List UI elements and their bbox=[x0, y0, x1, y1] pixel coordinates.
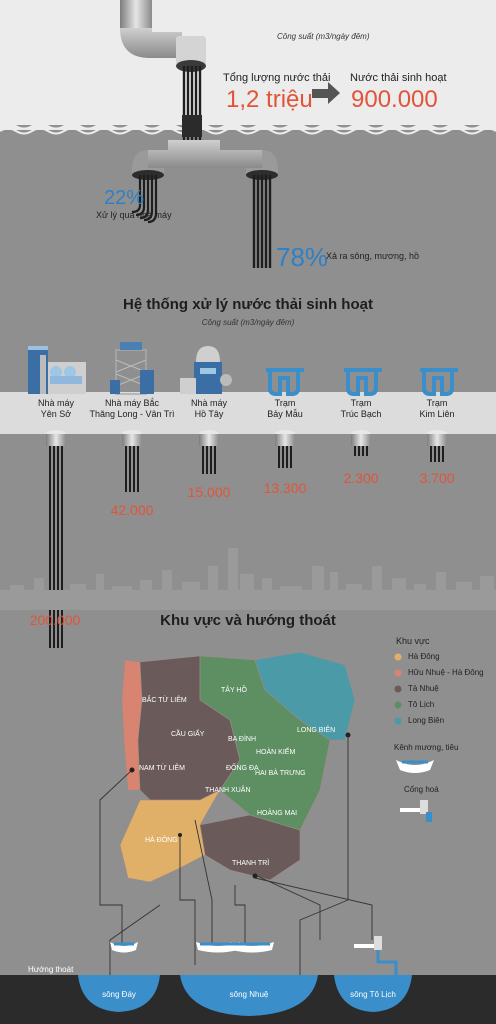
district-label: THANH TRÌ bbox=[232, 860, 270, 867]
district-label: NAM TỪ LIÊM bbox=[139, 765, 185, 772]
system-subtitle: Công suất (m3/ngày đêm) bbox=[201, 318, 295, 327]
district-label: THANH XUÂN bbox=[205, 787, 251, 794]
district-label: HAI BÀ TRƯNG bbox=[255, 770, 306, 777]
river-label: sông Đáy bbox=[102, 990, 136, 999]
river-label: sông Nhuệ bbox=[229, 990, 269, 999]
factory-icon bbox=[28, 346, 86, 394]
plant-capacity: 13.300 bbox=[263, 480, 307, 496]
discharged-label: Xả ra sông, mương, hồ bbox=[326, 251, 419, 261]
factory-tower-icon bbox=[110, 342, 154, 395]
legend-item: Hữu Nhuệ - Hà Đông bbox=[408, 668, 484, 677]
legend-swatch bbox=[394, 669, 402, 677]
plant-capacity: 2.300 bbox=[343, 470, 379, 486]
wave-divider bbox=[0, 122, 496, 130]
plant-capacity: 3.700 bbox=[419, 470, 455, 486]
legend-title: Khu vực bbox=[396, 636, 430, 646]
plant-outlet-pipes bbox=[46, 430, 447, 648]
station-icon bbox=[266, 368, 458, 396]
plant-name-line1: Nhà máy bbox=[190, 398, 228, 408]
system-title: Hệ thống xử lý nước thải sinh hoạt bbox=[123, 296, 373, 313]
legend-swatch bbox=[394, 701, 402, 709]
city-skyline bbox=[0, 548, 496, 610]
map-title: Khu vực và hướng thoát bbox=[160, 612, 336, 629]
legend-item: Tô Lịch bbox=[408, 700, 435, 709]
plant-name-line1: Nhà máy bbox=[37, 398, 75, 408]
plant-name-line1: Trạm bbox=[350, 398, 372, 408]
discharged-percent: 78% bbox=[276, 242, 329, 272]
flow-dots bbox=[129, 732, 351, 879]
district-label: BẮC TỪ LIÊM bbox=[142, 697, 187, 704]
sluice-icon bbox=[400, 800, 432, 822]
legend-item: Hà Đông bbox=[408, 652, 440, 661]
canal-icon bbox=[396, 760, 434, 773]
plant-name-line2: Hồ Tây bbox=[194, 409, 224, 419]
header-band bbox=[0, 0, 496, 125]
domestic-wastewater-value: 900.000 bbox=[351, 86, 438, 113]
district-label: HOÀN KIẾM bbox=[256, 749, 296, 756]
bottom-canals bbox=[110, 936, 398, 975]
district-label: HOÀNG MAI bbox=[257, 810, 298, 817]
district-label: BA ĐÌNH bbox=[228, 736, 257, 743]
arrow-right-icon bbox=[312, 82, 340, 104]
domestic-wastewater-label: Nước thải sinh hoạt bbox=[350, 72, 447, 84]
rivers bbox=[78, 975, 412, 1016]
plant-name-line2: Thăng Long - Vân Trì bbox=[89, 409, 175, 419]
river-label: sông Tô Lịch bbox=[350, 990, 396, 999]
plant-capacity: 42.000 bbox=[110, 502, 154, 518]
legend-swatch bbox=[394, 685, 402, 693]
flow-lines bbox=[99, 735, 373, 975]
legend-item: Tả Nhuệ bbox=[408, 684, 439, 693]
dome-factory-icon bbox=[180, 346, 232, 394]
plant-name-line2: Yên Sở bbox=[40, 409, 72, 419]
legend-swatch bbox=[394, 717, 402, 725]
plant-name-line1: Nhà máy Bắc bbox=[104, 398, 160, 408]
treated-percent: 22% bbox=[104, 187, 145, 209]
legend-swatch bbox=[394, 653, 402, 661]
plant-name-line2: Trúc Bạch bbox=[340, 409, 382, 419]
capacity-unit-label: Công suất (m3/ngày đêm) bbox=[277, 32, 370, 41]
total-wastewater-value: 1,2 triệu bbox=[226, 86, 313, 113]
district-label: CẦU GIẤY bbox=[171, 731, 205, 738]
outlet-label: Hướng thoát bbox=[28, 965, 74, 974]
district-label: ĐỐNG ĐA bbox=[226, 765, 259, 772]
plant-name-line1: Trạm bbox=[274, 398, 296, 408]
plant-capacity: 200.000 bbox=[29, 612, 81, 628]
plant-name-line2: Kim Liên bbox=[419, 409, 455, 419]
district-label: LONG BIÊN bbox=[297, 727, 336, 734]
plant-capacity: 15.000 bbox=[187, 484, 231, 500]
district-label: TÂY HỒ bbox=[221, 687, 247, 694]
total-wastewater-label: Tổng lượng nước thải bbox=[223, 72, 331, 84]
region-ha-dong bbox=[119, 789, 221, 883]
main-pipe bbox=[120, 0, 278, 268]
legend-swatches bbox=[394, 653, 402, 725]
plant-name-line1: Trạm bbox=[426, 398, 448, 408]
plant-name-line2: Bảy Mẫu bbox=[267, 409, 303, 419]
treated-label: Xử lý qua nhà máy bbox=[96, 210, 172, 220]
district-label: HÀ ĐÔNG bbox=[145, 837, 178, 844]
region-long-bien bbox=[254, 651, 356, 741]
legend-item: Long Biên bbox=[408, 716, 445, 725]
plants-band bbox=[0, 392, 496, 434]
sluice-label: Cống hoá bbox=[404, 785, 439, 794]
district-map bbox=[119, 651, 356, 883]
canal-label: Kênh mương, tiêu bbox=[394, 743, 459, 752]
